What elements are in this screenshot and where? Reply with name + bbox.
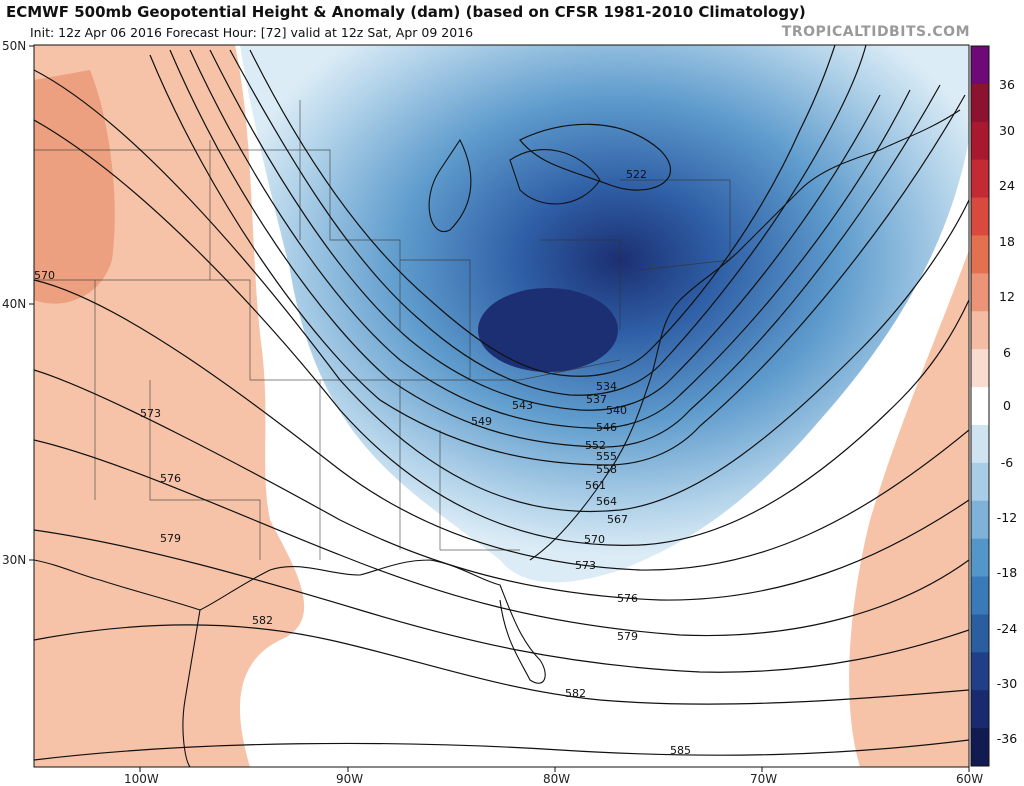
political-borders [34, 100, 731, 560]
colorbar-label-neg30: -30 [996, 676, 1018, 691]
colorbar-label-neg36: -36 [996, 731, 1018, 746]
lon-label-100w: 100W [124, 772, 159, 786]
contour-line [209, 49, 881, 411]
colorbar-label-neg12: -12 [996, 510, 1018, 525]
contour-label: 522 [626, 168, 647, 181]
colorbar-swatch [971, 83, 989, 123]
contour-label: 582 [565, 687, 586, 700]
colorbar-swatch [971, 273, 989, 312]
axis-ticks [29, 45, 970, 772]
contour-label: 549 [471, 415, 492, 428]
plot-frame [33, 44, 970, 768]
colorbar-label-neg18: -18 [996, 565, 1018, 580]
warm-anomaly-east [849, 250, 969, 767]
contour-line [34, 739, 969, 761]
cold-anomaly-core [478, 288, 618, 372]
contour-label: 573 [140, 407, 161, 420]
colorbar-label-30: 30 [999, 123, 1015, 138]
contour-line [34, 69, 969, 513]
contour-line [34, 369, 969, 601]
contour-label: 564 [596, 495, 617, 508]
contour-line [229, 45, 867, 396]
contour-label: 540 [606, 404, 627, 417]
lon-label-80w: 80W [543, 772, 571, 786]
contour-line [34, 439, 969, 637]
colorbar-swatch [971, 614, 989, 653]
colorbar-swatch [971, 424, 989, 464]
lon-label-90w: 90W [336, 772, 364, 786]
colorbar-swatch [971, 576, 989, 615]
lon-label-70w: 70W [750, 772, 778, 786]
colorbar-label-12: 12 [999, 289, 1015, 304]
contour-label: 552 [585, 439, 606, 452]
contour-line [169, 49, 941, 448]
contour-label: 576 [617, 592, 638, 605]
colorbar-swatch [971, 690, 989, 729]
chart-subtitle: Init: 12z Apr 06 2016 Forecast Hour: [72… [30, 25, 474, 40]
height-contours [34, 45, 969, 761]
lat-label-50n: 50N [2, 39, 27, 53]
colorbar-swatch [971, 311, 989, 350]
contour-label: 561 [585, 479, 606, 492]
contour-line [34, 624, 969, 705]
contour-label: 537 [586, 393, 607, 406]
colorbar-swatch [971, 500, 989, 540]
contour-line [519, 123, 672, 191]
colorbar-label-6: 6 [1003, 345, 1011, 360]
contour-line [34, 529, 969, 673]
colorbar-swatch [971, 197, 989, 236]
contour-label: 558 [596, 463, 617, 476]
contour-labels: 522 534 537 540 543 546 549 552 555 558 … [34, 168, 691, 757]
colorbar-label-0: 0 [1003, 398, 1011, 413]
colorbar-swatch [971, 462, 989, 502]
contour-label: 546 [596, 421, 617, 434]
contour-label: 543 [512, 399, 533, 412]
colorbar-swatch [971, 728, 989, 767]
contour-label: 585 [670, 744, 691, 757]
plot-area: 522 534 537 540 543 546 549 552 555 558 … [34, 45, 969, 767]
colorbar-label-neg24: -24 [996, 621, 1018, 636]
contour-label: 576 [160, 472, 181, 485]
contour-line [249, 45, 836, 377]
coastline [34, 109, 961, 767]
colorbar-label-18: 18 [999, 234, 1015, 249]
colorbar-swatch [971, 121, 989, 161]
contour-label: 573 [575, 559, 596, 572]
contour-label: 570 [34, 269, 55, 282]
contour-line [34, 119, 969, 546]
contour-label: 567 [607, 513, 628, 526]
colorbar-swatch [971, 652, 989, 691]
colorbar-swatch [971, 349, 989, 388]
colorbar-label-24: 24 [999, 178, 1015, 193]
contour-label: 579 [617, 630, 638, 643]
contour-line [149, 54, 966, 466]
contour-line [189, 49, 911, 429]
colorbar-swatch [971, 538, 989, 578]
contour-label: 579 [160, 532, 181, 545]
contour-label: 570 [584, 533, 605, 546]
colorbar-swatch [971, 46, 989, 85]
colorbar-label-neg6: -6 [1000, 455, 1014, 470]
lat-label-40n: 40N [2, 297, 27, 311]
contour-line [34, 279, 969, 571]
colorbar-label-36: 36 [999, 77, 1015, 92]
chart-title: ECMWF 500mb Geopotential Height & Anomal… [6, 3, 806, 21]
colorbar [970, 45, 990, 767]
contour-label: 582 [252, 614, 273, 627]
lat-label-30n: 30N [2, 553, 27, 567]
contour-label: 555 [596, 450, 617, 463]
colorbar-swatch [971, 235, 989, 274]
contour-label: 534 [596, 380, 617, 393]
warm-anomaly-west-strong [34, 70, 115, 304]
colorbar-swatch [971, 387, 989, 426]
lon-label-60w: 60W [956, 772, 984, 786]
colorbar-swatch [971, 159, 989, 199]
brand-watermark: TROPICALTIDBITS.COM [781, 24, 970, 40]
colorbar-frame [970, 45, 990, 767]
